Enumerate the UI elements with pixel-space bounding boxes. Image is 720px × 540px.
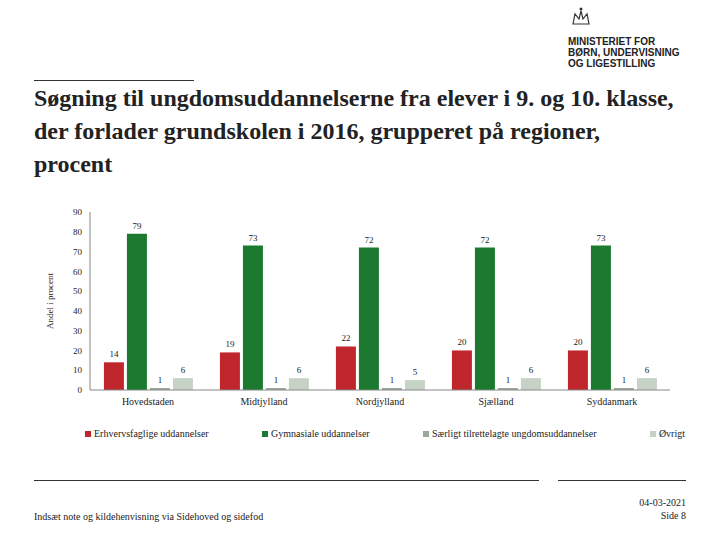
html-text:Erhvervsfaglige uddannelser: Erhvervsfaglige uddannelser xyxy=(94,428,209,439)
svg-text:72: 72 xyxy=(480,235,489,245)
svg-text:20: 20 xyxy=(73,346,83,356)
svg-text:80: 80 xyxy=(73,227,83,237)
html-text:04-03-2021: 04-03-2021 xyxy=(639,497,686,508)
svg-text:1: 1 xyxy=(506,375,511,385)
svg-text:73: 73 xyxy=(596,233,606,243)
html-text:Øvrigt: Øvrigt xyxy=(658,428,685,439)
html-text:Gymnasiale uddannelser: Gymnasiale uddannelser xyxy=(271,428,370,439)
svg-text:73: 73 xyxy=(248,233,257,243)
svg-text:19: 19 xyxy=(225,339,235,349)
svg-text:6: 6 xyxy=(645,365,650,375)
html-text:Side 8: Side 8 xyxy=(660,510,686,521)
svg-text:40: 40 xyxy=(73,306,83,316)
html-text:BØRN, UNDERVISNING: BØRN, UNDERVISNING xyxy=(568,47,680,58)
svg-text:6: 6 xyxy=(297,365,302,375)
svg-text:60: 60 xyxy=(73,267,83,277)
html-text:OG LIGESTILLING: OG LIGESTILLING xyxy=(568,58,656,69)
svg-text:1: 1 xyxy=(390,375,395,385)
html-text:Særligt tilrettelagte ungdomsu: Særligt tilrettelagte ungdomsuddannelser xyxy=(432,428,597,439)
svg-text:1: 1 xyxy=(158,375,163,385)
svg-text:5: 5 xyxy=(413,367,418,377)
svg-text:90: 90 xyxy=(73,207,83,217)
svg-text:0: 0 xyxy=(78,385,83,395)
svg-text:6: 6 xyxy=(529,365,534,375)
svg-text:Nordjylland: Nordjylland xyxy=(356,396,404,407)
svg-text:79: 79 xyxy=(132,221,142,231)
svg-text:50: 50 xyxy=(73,286,83,296)
html-text:Indsæt note og kildehenvisning: Indsæt note og kildehenvisning via Sideh… xyxy=(34,511,264,522)
html-text:MINISTERIET FOR: MINISTERIET FOR xyxy=(568,36,656,47)
svg-text:30: 30 xyxy=(73,326,83,336)
svg-text:1: 1 xyxy=(622,375,627,385)
svg-text:10: 10 xyxy=(73,365,83,375)
svg-text:72: 72 xyxy=(364,235,373,245)
svg-text:Sjælland: Sjælland xyxy=(478,396,513,407)
svg-text:Hovedstaden: Hovedstaden xyxy=(122,396,174,407)
svg-text:22: 22 xyxy=(341,333,350,343)
svg-text:70: 70 xyxy=(73,247,83,257)
svg-text:14: 14 xyxy=(109,349,119,359)
svg-text:20: 20 xyxy=(457,337,467,347)
html-text:Søgning til ungdomsuddannelser: Søgning til ungdomsuddannelserne fra ele… xyxy=(34,85,674,177)
svg-text:1: 1 xyxy=(274,375,279,385)
svg-text:6: 6 xyxy=(181,365,186,375)
svg-text:Andel i procent: Andel i procent xyxy=(45,273,55,329)
svg-text:Midtjylland: Midtjylland xyxy=(240,396,287,407)
svg-text:Syddanmark: Syddanmark xyxy=(587,396,638,407)
svg-text:20: 20 xyxy=(573,337,583,347)
